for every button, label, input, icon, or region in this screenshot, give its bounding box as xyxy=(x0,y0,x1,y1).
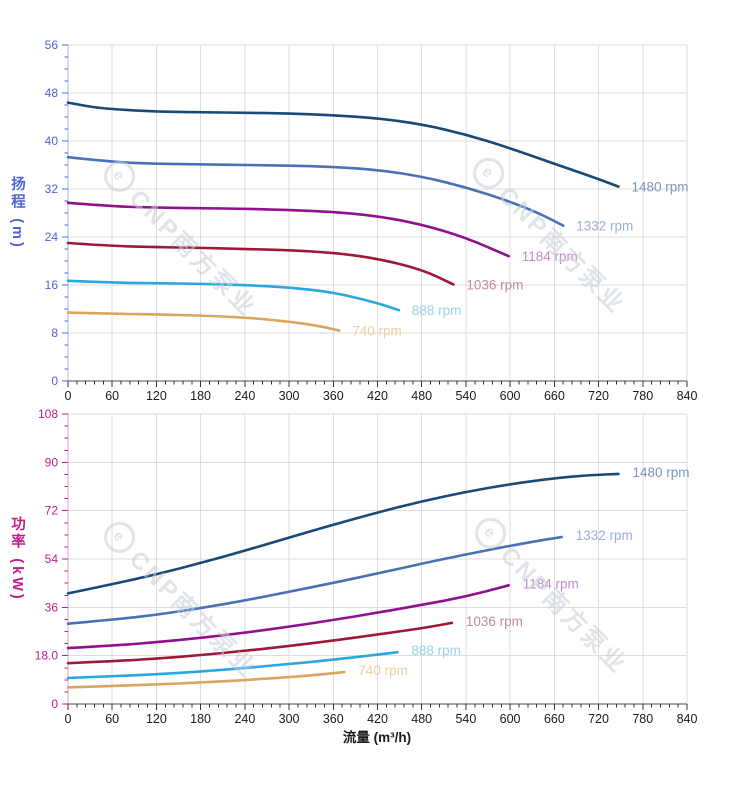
x-tick-label: 540 xyxy=(455,389,476,403)
y-tick-label: 56 xyxy=(45,38,59,52)
x-tick-label: 360 xyxy=(323,712,344,726)
curve-888-rpm xyxy=(66,650,399,680)
curve-740-rpm xyxy=(66,311,341,332)
x-tick-label: 120 xyxy=(146,389,167,403)
label-1036-rpm: 1036 rpm xyxy=(466,277,523,292)
x-tick-label: 240 xyxy=(234,389,255,403)
curve-740-rpm xyxy=(66,670,346,689)
label-1184-rpm: 1184 rpm xyxy=(523,576,579,591)
x-tick-label: 240 xyxy=(234,712,255,726)
y-tick-label: 48 xyxy=(45,86,59,100)
head-y-axis-title: 扬程 (m) xyxy=(9,176,25,250)
curve-1332-rpm xyxy=(66,535,563,625)
x-tick-label: 360 xyxy=(323,389,344,403)
curve-888-rpm xyxy=(66,279,401,312)
x-tick-label: 660 xyxy=(544,712,565,726)
x-tick-label: 180 xyxy=(190,389,211,403)
label-1332-rpm: 1332 rpm xyxy=(576,528,633,543)
x-tick-label: 840 xyxy=(677,389,698,403)
label-740-rpm: 740 rpm xyxy=(352,324,402,339)
label-888-rpm: 888 rpm xyxy=(411,643,461,658)
y-tick-label: 8 xyxy=(51,326,58,340)
y-tick-label: 90 xyxy=(45,455,59,469)
x-tick-label: 60 xyxy=(105,712,119,726)
y-tick-label: 0 xyxy=(51,697,58,711)
x-tick-label: 720 xyxy=(588,712,609,726)
flow-x-axis-title: 流量 (m³/h) xyxy=(342,730,412,745)
curve-1036-rpm xyxy=(66,241,455,286)
y-tick-label: 24 xyxy=(45,230,59,244)
label-1480-rpm: 1480 rpm xyxy=(632,180,689,195)
x-tick-label: 0 xyxy=(65,389,72,403)
y-tick-label: 0 xyxy=(51,374,58,388)
label-888-rpm: 888 rpm xyxy=(412,303,462,318)
curve-1332-rpm xyxy=(66,155,565,227)
y-tick-label: 72 xyxy=(45,504,59,518)
x-tick-label: 600 xyxy=(500,389,521,403)
x-tick-label: 420 xyxy=(367,712,388,726)
x-tick-label: 600 xyxy=(500,712,521,726)
curve-1480-rpm xyxy=(66,101,620,188)
y-tick-label: 36 xyxy=(45,600,59,614)
curve-1184-rpm xyxy=(66,201,510,258)
x-tick-label: 180 xyxy=(190,712,211,726)
y-tick-label: 108 xyxy=(38,407,58,421)
x-tick-label: 60 xyxy=(105,389,119,403)
x-tick-label: 300 xyxy=(279,389,300,403)
y-tick-label: 40 xyxy=(45,134,59,148)
x-tick-label: 480 xyxy=(411,712,432,726)
curve-1184-rpm xyxy=(66,584,510,650)
x-tick-label: 540 xyxy=(455,712,476,726)
y-tick-label: 18.0 xyxy=(35,649,59,663)
x-tick-label: 840 xyxy=(677,712,698,726)
power-y-axis-title: 功率 (kW) xyxy=(9,516,25,602)
label-740-rpm: 740 rpm xyxy=(358,663,408,678)
x-tick-label: 300 xyxy=(279,712,300,726)
x-tick-label: 120 xyxy=(146,712,167,726)
x-tick-label: 780 xyxy=(632,389,653,403)
x-tick-label: 660 xyxy=(544,389,565,403)
x-tick-label: 0 xyxy=(65,712,72,726)
y-tick-label: 16 xyxy=(45,278,59,292)
curve-1480-rpm xyxy=(66,472,620,595)
x-tick-label: 420 xyxy=(367,389,388,403)
y-tick-label: 32 xyxy=(45,182,59,196)
x-tick-label: 480 xyxy=(411,389,432,403)
label-1332-rpm: 1332 rpm xyxy=(576,219,633,234)
label-1036-rpm: 1036 rpm xyxy=(466,614,523,629)
x-tick-label: 720 xyxy=(588,389,609,403)
y-tick-label: 54 xyxy=(45,552,59,566)
label-1480-rpm: 1480 rpm xyxy=(633,465,690,480)
curve-1036-rpm xyxy=(66,621,454,665)
label-1184-rpm: 1184 rpm xyxy=(522,249,578,264)
x-tick-label: 780 xyxy=(632,712,653,726)
